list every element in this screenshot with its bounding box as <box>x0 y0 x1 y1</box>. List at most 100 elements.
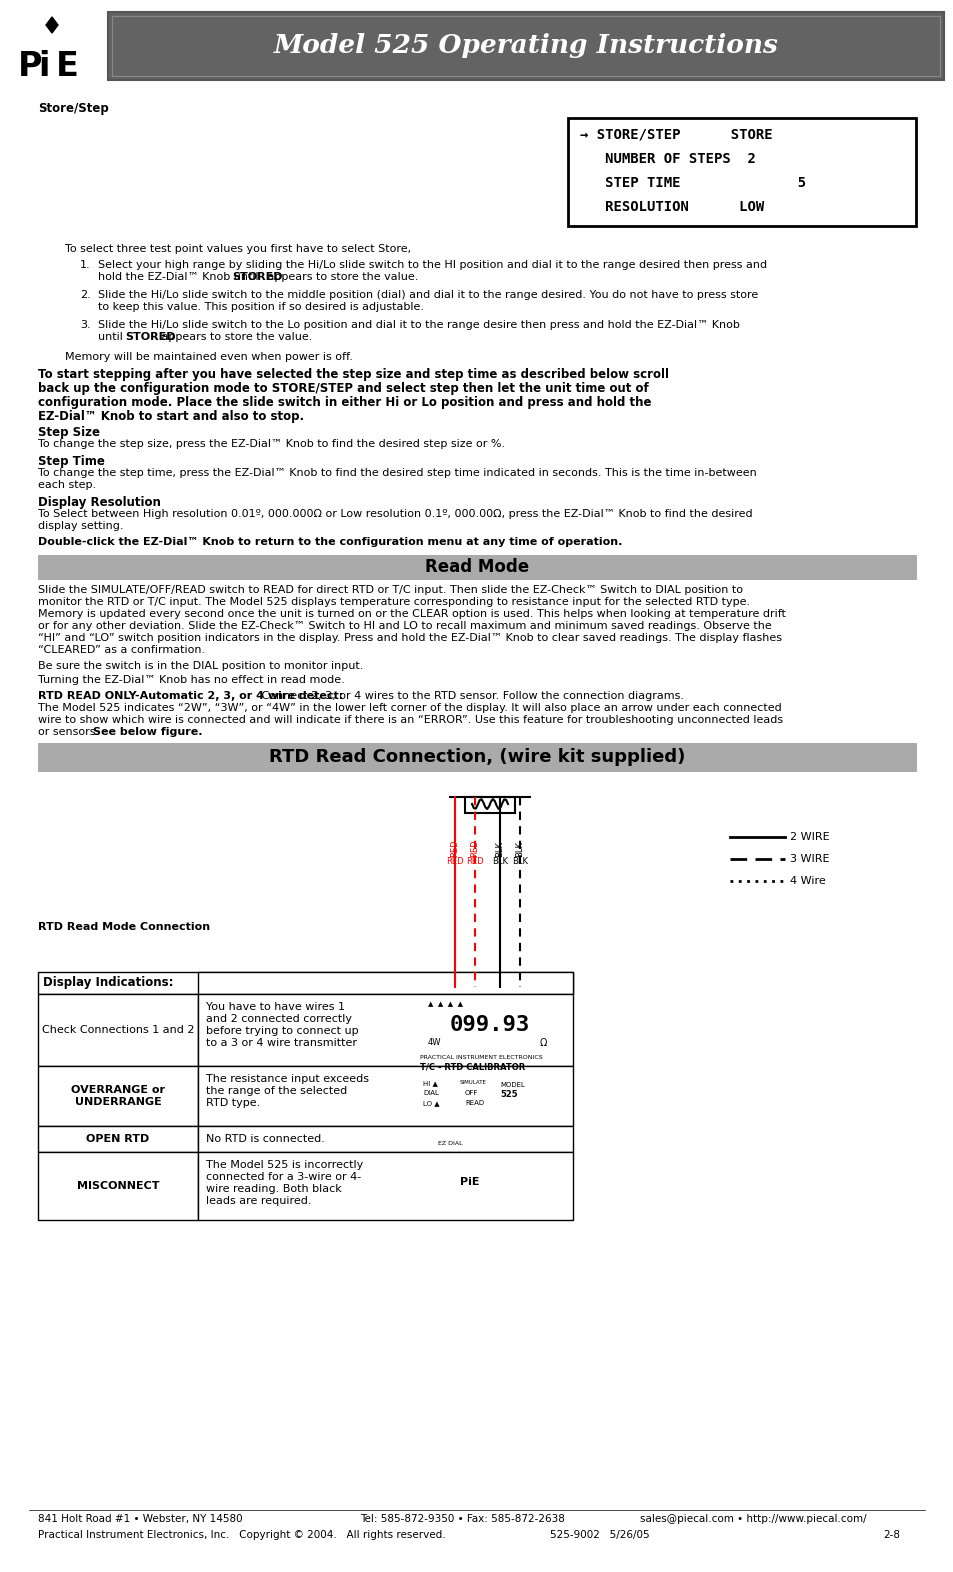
Bar <box>112 16 939 75</box>
Text: To change the step size, press the EZ-Dial™ Knob to find the desired step size o: To change the step size, press the EZ-Di… <box>38 439 504 450</box>
Text: Slide the Hi/Lo slide switch to the Lo position and dial it to the range desire : Slide the Hi/Lo slide switch to the Lo p… <box>98 321 740 330</box>
Bar <box>198 971 573 994</box>
Text: 4W: 4W <box>428 1038 441 1047</box>
Text: PRACTICAL INSTRUMENT ELECTRONICS: PRACTICAL INSTRUMENT ELECTRONICS <box>419 1055 542 1060</box>
Text: LO ▲: LO ▲ <box>422 1100 439 1107</box>
Text: BLK: BLK <box>515 841 524 857</box>
Text: and 2 connected correctly: and 2 connected correctly <box>206 1014 352 1023</box>
Text: See below figure.: See below figure. <box>93 726 203 737</box>
Text: “CLEARED” as a confirmation.: “CLEARED” as a confirmation. <box>38 645 205 656</box>
Text: display setting.: display setting. <box>38 520 123 531</box>
Text: wire to show which wire is connected and will indicate if there is an “ERROR”. U: wire to show which wire is connected and… <box>38 715 782 725</box>
Text: Model 525 Operating Instructions: Model 525 Operating Instructions <box>274 33 778 58</box>
Text: 3.: 3. <box>80 321 91 330</box>
Bar <box>38 1152 198 1220</box>
Text: RTD READ ONLY-Automatic 2, 3, or 4 wire detect:: RTD READ ONLY-Automatic 2, 3, or 4 wire … <box>38 692 343 701</box>
Text: Double-click the EZ-Dial™ Knob to return to the configuration menu at any time o: Double-click the EZ-Dial™ Knob to return… <box>38 538 621 547</box>
Text: BLK: BLK <box>495 841 504 857</box>
Text: each step.: each step. <box>38 479 96 490</box>
Text: wire reading. Both black: wire reading. Both black <box>206 1184 341 1195</box>
Text: Select your high range by sliding the Hi/Lo slide switch to the HI position and : Select your high range by sliding the Hi… <box>98 259 766 270</box>
Text: RED: RED <box>470 839 479 857</box>
Text: Check Connections 1 and 2: Check Connections 1 and 2 <box>42 1025 194 1034</box>
Text: OFF: OFF <box>464 1089 477 1096</box>
Text: DIAL: DIAL <box>422 1089 438 1096</box>
Text: Turning the EZ-Dial™ Knob has no effect in read mode.: Turning the EZ-Dial™ Knob has no effect … <box>38 674 344 685</box>
Bar <box>198 994 573 1066</box>
Text: or for any other deviation. Slide the EZ-Check™ Switch to HI and LO to recall ma: or for any other deviation. Slide the EZ… <box>38 621 771 630</box>
Text: the range of the selected: the range of the selected <box>206 1086 347 1096</box>
Text: EZ-Dial™ Knob to start and also to stop.: EZ-Dial™ Knob to start and also to stop. <box>38 410 304 423</box>
Text: MODEL: MODEL <box>499 1082 524 1088</box>
Text: “HI” and “LO” switch position indicators in the display. Press and hold the EZ-D: “HI” and “LO” switch position indicators… <box>38 634 781 643</box>
Bar <box>38 994 198 1066</box>
Text: MISCONNECT: MISCONNECT <box>76 1181 159 1192</box>
Bar <box>198 1126 573 1152</box>
Text: 1.: 1. <box>80 259 91 270</box>
Text: Slide the SIMULATE/OFF/READ switch to READ for direct RTD or T/C input. Then sli: Slide the SIMULATE/OFF/READ switch to RE… <box>38 585 742 596</box>
Text: connected for a 3-wire or 4-: connected for a 3-wire or 4- <box>206 1173 361 1182</box>
Text: i: i <box>38 50 50 83</box>
Text: RED: RED <box>450 839 459 857</box>
Text: OVERRANGE or: OVERRANGE or <box>71 1085 165 1096</box>
Text: PiE: PiE <box>459 1177 479 1187</box>
Bar <box>108 13 943 80</box>
Text: to a 3 or 4 wire transmitter: to a 3 or 4 wire transmitter <box>206 1038 356 1049</box>
Text: STORED: STORED <box>126 332 176 343</box>
Text: until: until <box>98 332 126 343</box>
Bar <box>38 1066 198 1126</box>
Text: EZ DIAL: EZ DIAL <box>437 1141 462 1146</box>
Text: back up the configuration mode to STORE/STEP and select step then let the unit t: back up the configuration mode to STORE/… <box>38 382 648 395</box>
Text: to keep this value. This position if so desired is adjustable.: to keep this value. This position if so … <box>98 302 423 311</box>
Text: appears to store the value.: appears to store the value. <box>157 332 312 343</box>
Text: before trying to connect up: before trying to connect up <box>206 1027 358 1036</box>
Text: To start stepping after you have selected the step size and step time as describ: To start stepping after you have selecte… <box>38 368 668 380</box>
Text: 525: 525 <box>499 1089 517 1099</box>
Bar <box>38 971 573 994</box>
Text: HI ▲: HI ▲ <box>422 1080 437 1086</box>
Text: 2-8: 2-8 <box>882 1530 899 1541</box>
Text: 841 Holt Road #1 • Webster, NY 14580: 841 Holt Road #1 • Webster, NY 14580 <box>38 1514 242 1523</box>
Bar <box>422 995 557 1050</box>
Text: BLK: BLK <box>492 857 507 866</box>
Text: 525-9002   5/26/05: 525-9002 5/26/05 <box>550 1530 649 1541</box>
Text: The Model 525 is incorrectly: The Model 525 is incorrectly <box>206 1160 363 1170</box>
Text: T/C - RTD CALIBRATOR: T/C - RTD CALIBRATOR <box>419 1063 525 1072</box>
Polygon shape <box>46 17 58 33</box>
Text: or sensors.: or sensors. <box>38 726 103 737</box>
Text: Memory will be maintained even when power is off.: Memory will be maintained even when powe… <box>65 352 353 362</box>
Text: sales@piecal.com • http://www.piecal.com/: sales@piecal.com • http://www.piecal.com… <box>639 1514 865 1523</box>
Text: The Model 525 indicates “2W”, “3W”, or “4W” in the lower left corner of the disp: The Model 525 indicates “2W”, “3W”, or “… <box>38 703 781 714</box>
Text: configuration mode. Place the slide switch in either Hi or Lo position and press: configuration mode. Place the slide swit… <box>38 396 651 409</box>
Text: 099.93: 099.93 <box>450 1016 530 1034</box>
Text: SIMULATE: SIMULATE <box>459 1080 486 1085</box>
Text: Step Size: Step Size <box>38 426 100 439</box>
Text: Display Indications:: Display Indications: <box>43 976 173 989</box>
Text: Memory is updated every second once the unit is turned on or the CLEAR option is: Memory is updated every second once the … <box>38 608 785 619</box>
Text: monitor the RTD or T/C input. The Model 525 displays temperature corresponding t: monitor the RTD or T/C input. The Model … <box>38 597 749 607</box>
Bar <box>38 744 915 770</box>
Text: You have to have wires 1: You have to have wires 1 <box>206 1001 345 1012</box>
Bar <box>38 1126 198 1152</box>
Text: Tel: 585-872-9350 • Fax: 585-872-2638: Tel: 585-872-9350 • Fax: 585-872-2638 <box>359 1514 564 1523</box>
Circle shape <box>428 1130 472 1174</box>
Bar <box>415 987 564 1196</box>
Text: To select three test point values you first have to select Store,: To select three test point values you fi… <box>65 244 411 255</box>
Text: No RTD is connected.: No RTD is connected. <box>206 1133 325 1144</box>
Text: 2 WIRE: 2 WIRE <box>789 832 829 843</box>
Text: To Select between High resolution 0.01º, 000.000Ω or Low resolution 0.1º, 000.00: To Select between High resolution 0.01º,… <box>38 509 752 519</box>
Text: Store/Step: Store/Step <box>38 102 109 115</box>
Text: 3 WIRE: 3 WIRE <box>789 854 828 865</box>
Text: Ω: Ω <box>539 1038 546 1049</box>
Text: 4 Wire: 4 Wire <box>789 876 825 887</box>
Text: NUMBER OF STEPS  2: NUMBER OF STEPS 2 <box>579 152 755 167</box>
Text: Read Mode: Read Mode <box>424 558 529 575</box>
Text: To change the step time, press the EZ-Dial™ Knob to find the desired step time i: To change the step time, press the EZ-Di… <box>38 468 756 478</box>
Bar <box>567 118 915 226</box>
Text: Connect 2, 3, or 4 wires to the RTD sensor. Follow the connection diagrams.: Connect 2, 3, or 4 wires to the RTD sens… <box>257 692 683 701</box>
Bar <box>464 797 515 813</box>
Bar <box>419 1077 479 1132</box>
Text: hold the EZ-Dial™ Knob until: hold the EZ-Dial™ Knob until <box>98 272 262 281</box>
Text: appears to store the value.: appears to store the value. <box>263 272 417 281</box>
Text: Step Time: Step Time <box>38 454 105 468</box>
